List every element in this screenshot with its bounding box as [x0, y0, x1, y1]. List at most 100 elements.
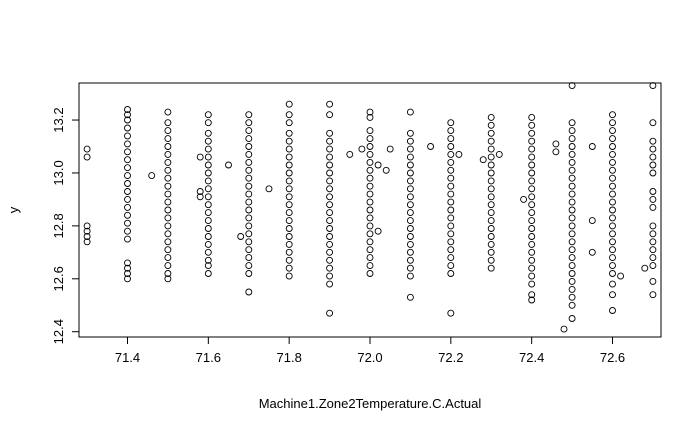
- data-point: [358, 145, 366, 153]
- data-point: [164, 190, 172, 198]
- data-point: [285, 145, 293, 153]
- data-point: [124, 111, 131, 119]
- data-point: [447, 222, 455, 230]
- data-point: [487, 177, 495, 185]
- data-point: [124, 124, 131, 132]
- data-point: [528, 264, 536, 272]
- data-point: [204, 233, 212, 240]
- data-point: [326, 169, 334, 177]
- data-point: [609, 182, 616, 190]
- data-point: [245, 270, 253, 277]
- data-point: [164, 108, 172, 116]
- data-point: [568, 182, 576, 190]
- data-point: [326, 280, 334, 288]
- data-point: [609, 307, 616, 314]
- data-point: [487, 145, 495, 153]
- data-point: [245, 127, 253, 135]
- data-point: [447, 214, 455, 222]
- data-point: [406, 129, 414, 137]
- data-point: [487, 169, 495, 177]
- data-point: [285, 209, 293, 217]
- data-point: [406, 145, 414, 153]
- data-point: [568, 206, 576, 214]
- data-point: [285, 185, 293, 193]
- data-point: [326, 309, 334, 317]
- data-point: [487, 153, 495, 161]
- data-point: [406, 217, 414, 225]
- data-point: [374, 227, 382, 235]
- data-point: [649, 153, 657, 161]
- data-point: [374, 161, 382, 169]
- data-point: [326, 137, 334, 145]
- x-tick-label: 72.0: [357, 350, 382, 365]
- data-point: [528, 153, 536, 161]
- data-point: [196, 188, 204, 195]
- data-point: [406, 293, 414, 301]
- data-point: [124, 148, 131, 156]
- data-point: [164, 222, 172, 230]
- data-point: [148, 172, 156, 180]
- data-point: [528, 217, 536, 225]
- data-point: [124, 172, 131, 180]
- data-point: [447, 190, 455, 198]
- data-point: [528, 240, 536, 248]
- data-point: [447, 166, 455, 174]
- data-point: [609, 246, 616, 254]
- data-point: [285, 233, 293, 240]
- data-point: [245, 182, 253, 190]
- data-point: [649, 188, 657, 195]
- data-point: [609, 150, 616, 158]
- data-point: [366, 190, 374, 198]
- data-point: [528, 193, 536, 201]
- data-point: [366, 246, 374, 254]
- data-point: [487, 185, 495, 193]
- data-point: [649, 203, 657, 211]
- data-point: [366, 238, 374, 246]
- data-point: [164, 135, 172, 143]
- data-point: [447, 206, 455, 214]
- data-point: [406, 264, 414, 272]
- data-point: [568, 119, 576, 127]
- data-point: [609, 238, 616, 246]
- data-point: [447, 262, 455, 270]
- data-point: [427, 143, 435, 150]
- data-point: [204, 129, 212, 137]
- data-point: [164, 214, 172, 222]
- y-tick-label: 13.2: [51, 107, 66, 132]
- data-point: [366, 143, 374, 150]
- data-point: [204, 169, 212, 177]
- data-point: [609, 135, 616, 143]
- data-point: [285, 240, 293, 248]
- data-point: [447, 309, 455, 317]
- data-point: [528, 256, 536, 264]
- data-point: [326, 256, 334, 264]
- data-point: [487, 217, 495, 225]
- data-point: [245, 238, 253, 246]
- data-point: [568, 198, 576, 206]
- data-point: [245, 150, 253, 158]
- data-point: [204, 177, 212, 185]
- data-point: [528, 113, 536, 121]
- data-point: [285, 193, 293, 201]
- data-point: [406, 240, 414, 248]
- data-point: [447, 158, 455, 166]
- data-point: [649, 246, 657, 254]
- data-point: [487, 233, 495, 240]
- data-point: [447, 119, 455, 127]
- data-point: [164, 254, 172, 262]
- data-point: [196, 193, 204, 201]
- data-point: [164, 246, 172, 254]
- data-point: [285, 225, 293, 232]
- data-point: [447, 182, 455, 190]
- data-point: [245, 174, 253, 182]
- data-point: [346, 150, 354, 158]
- data-point: [609, 222, 616, 230]
- data-point: [164, 150, 172, 158]
- data-point: [528, 248, 536, 256]
- data-point: [568, 230, 576, 238]
- data-point: [204, 153, 212, 161]
- data-point: [245, 246, 253, 254]
- data-point: [285, 169, 293, 177]
- data-point: [204, 137, 212, 145]
- data-point: [649, 169, 657, 177]
